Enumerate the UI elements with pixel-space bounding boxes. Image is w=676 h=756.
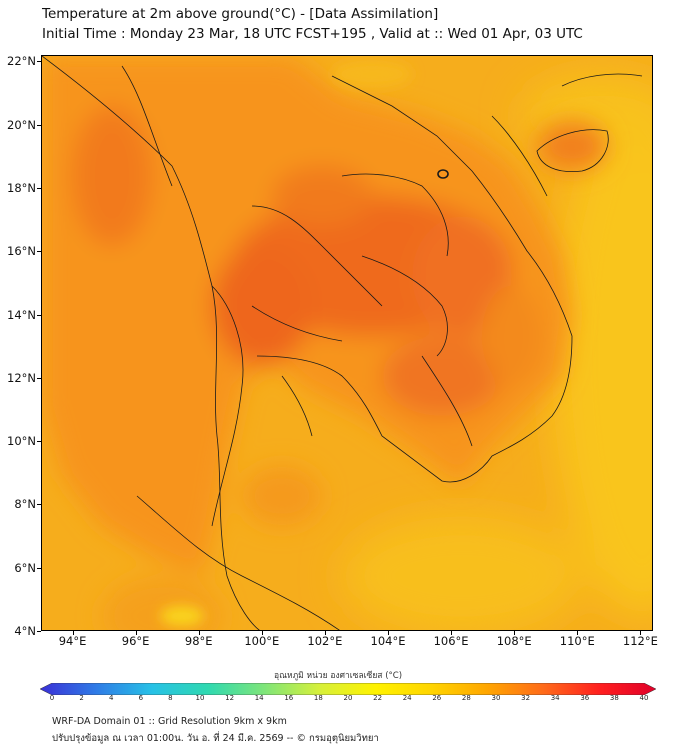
- footer-model-info: WRF-DA Domain 01 :: Grid Resolution 9km …: [52, 716, 287, 727]
- lon-tick: [72, 631, 74, 635]
- colorbar-tick-label: 16: [284, 694, 294, 702]
- colorbar-tick-label: 26: [432, 694, 442, 702]
- lat-label: 18°N: [7, 180, 36, 195]
- colorbar-tick-label: 10: [195, 694, 205, 702]
- colorbar-tick-label: 28: [461, 694, 471, 702]
- lon-label: 106°E: [433, 634, 469, 648]
- colorbar-tick-label: 8: [168, 694, 173, 702]
- lat-label: 10°N: [7, 434, 36, 449]
- lon-label: 104°E: [370, 634, 406, 648]
- lon-label: 102°E: [307, 634, 343, 648]
- colorbar-tick-label: 6: [138, 694, 144, 702]
- cool-pockets: [160, 60, 412, 626]
- coastlines-and-borders: [42, 56, 643, 630]
- colorbar: [39, 680, 657, 696]
- land-heat-field: [42, 56, 607, 630]
- colorbar-tick-label: 40: [639, 694, 649, 702]
- colorbar-tick-label: 22: [373, 694, 383, 702]
- lon-tick: [135, 631, 137, 635]
- lon-label: 112°E: [622, 634, 658, 648]
- lon-tick: [451, 631, 453, 635]
- lon-label: 94°E: [58, 634, 87, 648]
- lat-label: 22°N: [7, 54, 36, 69]
- colorbar-tick-label: 34: [550, 694, 560, 702]
- colorbar-tick-label: 0: [49, 694, 55, 702]
- lat-tick: [37, 314, 41, 316]
- lat-tick: [37, 124, 41, 126]
- lon-tick: [514, 631, 516, 635]
- temperature-map: [41, 55, 653, 631]
- colorbar-tick-label: 4: [108, 694, 114, 702]
- lon-tick: [640, 631, 642, 635]
- footer-update-info: ปรับปรุงข้อมูล ณ เวลา 01:00น. วัน อ. ที่…: [52, 733, 379, 744]
- colorbar-label: อุณหภูมิ หน่วย องศาเซลเซียส (°C): [273, 671, 403, 681]
- lon-tick: [388, 631, 389, 635]
- colorbar-tick-label: 32: [521, 694, 531, 702]
- lon-tick: [198, 631, 200, 635]
- lon-label: 110°E: [559, 634, 595, 648]
- colorbar-tick-label: 38: [609, 694, 619, 702]
- lat-tick: [37, 441, 41, 443]
- lat-label: 12°N: [7, 370, 36, 385]
- colorbar-tick-label: 12: [225, 694, 235, 702]
- lat-tick: [37, 377, 41, 379]
- lon-label: 108°E: [496, 634, 532, 648]
- cool-sea-areas: [342, 76, 652, 630]
- lat-tick: [37, 504, 41, 506]
- colorbar-tick-label: 18: [313, 694, 323, 702]
- lat-label: 20°N: [7, 117, 36, 132]
- lat-label: 6°N: [14, 560, 36, 575]
- colorbar-tick-label: 36: [580, 694, 590, 702]
- lat-tick: [37, 61, 41, 63]
- lat-tick: [37, 631, 41, 632]
- map-canvas: [42, 56, 652, 630]
- colorbar-tick-label: 30: [491, 694, 501, 702]
- colorbar-tick-label: 20: [343, 694, 353, 702]
- colorbar-tick-label: 14: [254, 694, 264, 702]
- lon-label: 100°E: [244, 634, 280, 648]
- map-title: Temperature at 2m above ground(°C) - [Da…: [42, 6, 439, 22]
- lon-tick: [261, 631, 263, 635]
- lon-tick: [577, 631, 579, 635]
- lon-tick: [324, 631, 326, 635]
- map-subtitle: Initial Time : Monday 23 Mar, 18 UTC FCS…: [42, 26, 583, 42]
- lat-label: 16°N: [7, 244, 36, 259]
- lat-tick: [37, 567, 41, 569]
- colorbar-tick-label: 2: [79, 694, 84, 702]
- lon-label: 98°E: [184, 634, 213, 648]
- lat-label: 8°N: [14, 497, 36, 512]
- lat-label: 4°N: [14, 624, 36, 638]
- lat-tick: [37, 251, 41, 253]
- colorbar-tick-label: 24: [402, 694, 412, 702]
- lat-tick: [37, 187, 41, 189]
- lat-label: 14°N: [7, 307, 36, 322]
- lon-label: 96°E: [121, 634, 150, 648]
